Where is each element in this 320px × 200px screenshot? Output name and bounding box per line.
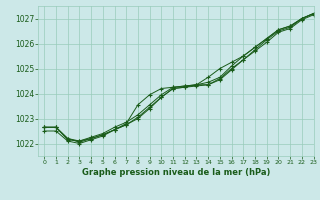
- X-axis label: Graphe pression niveau de la mer (hPa): Graphe pression niveau de la mer (hPa): [82, 168, 270, 177]
